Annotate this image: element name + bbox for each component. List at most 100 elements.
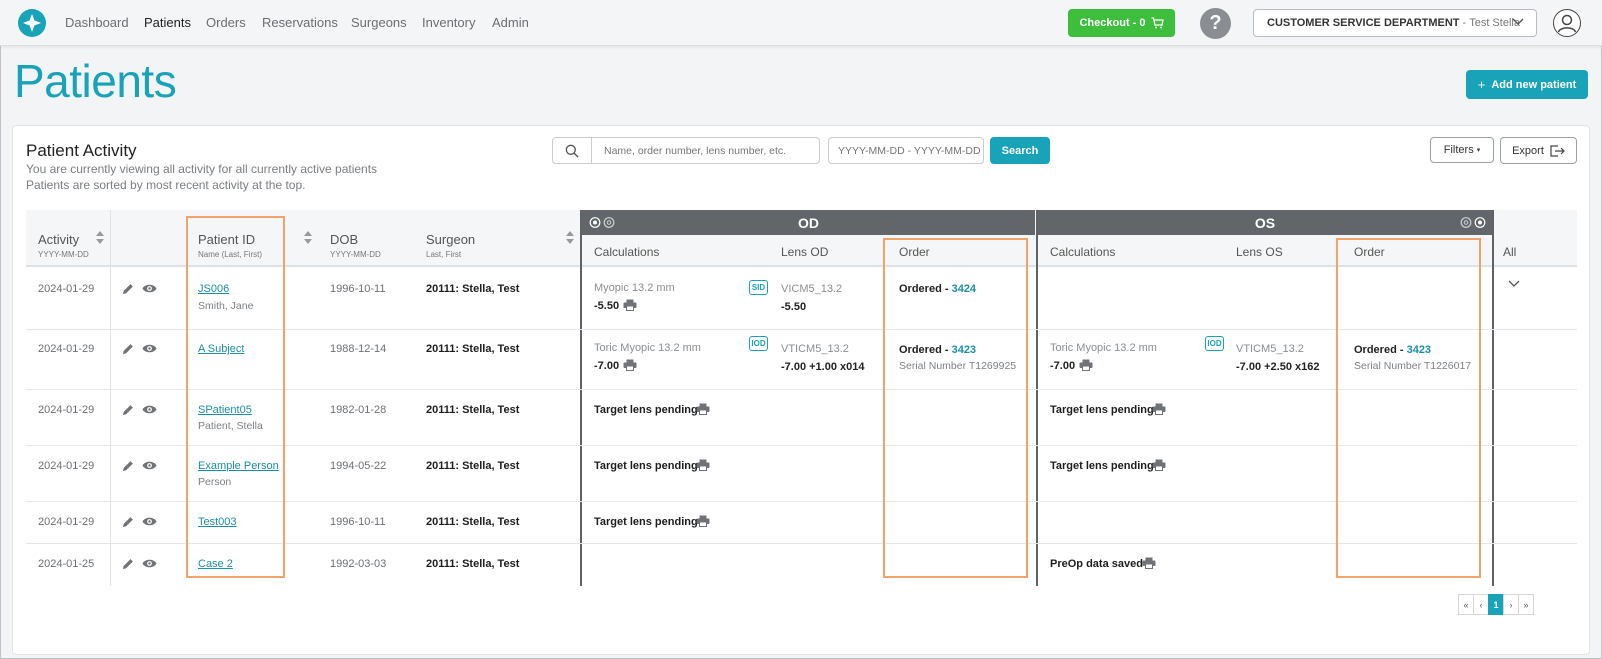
row-activity-date: 2024-01-29 xyxy=(38,404,95,416)
pencil-icon[interactable] xyxy=(122,460,134,472)
printer-icon[interactable] xyxy=(1152,403,1166,415)
od-order-number-link[interactable]: 3423 xyxy=(951,344,977,356)
od-band: OD xyxy=(582,210,1035,235)
search-icon[interactable] xyxy=(553,138,592,163)
pencil-icon[interactable] xyxy=(122,283,134,295)
view-eye-icon[interactable] xyxy=(142,283,157,294)
nav-inventory[interactable]: Inventory xyxy=(422,15,476,30)
view-eye-icon[interactable] xyxy=(142,460,157,471)
add-new-patient-button[interactable]: + Add new patient xyxy=(1466,70,1588,99)
search-input[interactable] xyxy=(592,138,819,163)
page-1-button[interactable]: 1 xyxy=(1488,594,1504,615)
patient-dob: 1992-03-03 xyxy=(330,558,387,570)
sort-icon[interactable] xyxy=(96,231,104,244)
printer-icon[interactable] xyxy=(623,299,637,311)
caret-down-icon: ▾ xyxy=(1476,147,1481,154)
printer-icon[interactable] xyxy=(696,459,710,471)
search-box xyxy=(552,137,820,164)
help-button[interactable]: ? xyxy=(1200,8,1231,39)
patient-surgeon: 20111: Stella, Test xyxy=(426,283,520,295)
header-patient-id[interactable]: Patient ID xyxy=(198,232,256,247)
nav-reservations[interactable]: Reservations xyxy=(262,15,338,30)
os-eye-icons xyxy=(1460,217,1486,228)
prev-page-button[interactable]: ‹ xyxy=(1473,594,1489,615)
header-surgeon[interactable]: Surgeon xyxy=(426,232,476,247)
nav-orders[interactable]: Orders xyxy=(206,15,246,30)
sort-icon[interactable] xyxy=(566,231,574,244)
department-name: CUSTOMER SERVICE DEPARTMENT xyxy=(1267,17,1460,29)
patient-id-link[interactable]: Case 2 xyxy=(198,558,233,570)
patient-dob: 1996-10-11 xyxy=(330,283,386,295)
od-lens-model: VTICM5_13.2 xyxy=(781,343,849,355)
od-lens-power: -5.50 xyxy=(781,301,807,313)
printer-icon[interactable] xyxy=(696,403,710,415)
filters-button[interactable]: Filters ▾ xyxy=(1430,137,1494,163)
header-dob-format: YYYY-MM-DD xyxy=(330,250,381,259)
header-patient-name-format: Name (Last, First) xyxy=(198,250,263,259)
patient-surgeon: 20111: Stella, Test xyxy=(426,404,520,416)
view-eye-icon[interactable] xyxy=(142,343,157,354)
od-order-status: Ordered - 3423 xyxy=(899,344,976,356)
department-select[interactable]: CUSTOMER SERVICE DEPARTMENT - Test Stell… xyxy=(1253,9,1537,37)
view-eye-icon[interactable] xyxy=(142,516,157,527)
next-page-button[interactable]: › xyxy=(1503,594,1519,615)
od-calculation-name: Toric Myopic 13.2 mm xyxy=(594,342,701,354)
checkout-label: Checkout - 0 xyxy=(1079,17,1146,29)
printer-icon[interactable] xyxy=(696,515,710,527)
header-activity[interactable]: Activity xyxy=(38,232,80,247)
od-divider xyxy=(580,210,582,586)
view-eye-icon[interactable] xyxy=(142,558,157,569)
os-order-label: Ordered - xyxy=(1354,344,1407,356)
patient-id-link[interactable]: Test003 xyxy=(198,516,237,528)
patient-dob: 1996-10-11 xyxy=(330,516,386,528)
cart-icon xyxy=(1151,17,1164,29)
printer-icon[interactable] xyxy=(1079,359,1093,371)
row-divider xyxy=(26,445,1577,446)
pencil-icon[interactable] xyxy=(122,516,134,528)
pencil-icon[interactable] xyxy=(122,404,134,416)
search-button[interactable]: Search xyxy=(990,137,1050,164)
patient-name: Patient, Stella xyxy=(198,420,263,432)
chevron-down-icon[interactable] xyxy=(1508,280,1520,288)
header-dob[interactable]: DOB xyxy=(330,232,359,247)
od-calculation-name: Myopic 13.2 mm xyxy=(594,282,675,294)
nav-surgeons[interactable]: Surgeons xyxy=(351,15,407,30)
pencil-icon[interactable] xyxy=(122,343,134,355)
nav-admin[interactable]: Admin xyxy=(492,15,529,30)
printer-icon[interactable] xyxy=(1142,557,1156,569)
patient-id-link[interactable]: SPatient05 xyxy=(198,404,252,416)
od-lens-model: VICM5_13.2 xyxy=(781,283,843,295)
export-icon xyxy=(1550,144,1565,157)
export-button[interactable]: Export xyxy=(1500,137,1577,164)
nav-patients[interactable]: Patients xyxy=(144,15,191,30)
os-status: Target lens pending xyxy=(1050,404,1154,416)
last-page-button[interactable]: » xyxy=(1518,594,1534,615)
patient-id-link[interactable]: Example Person xyxy=(198,460,279,472)
patient-surgeon: 20111: Stella, Test xyxy=(426,516,520,528)
row-activity-date: 2024-01-29 xyxy=(38,283,95,295)
date-range-input[interactable] xyxy=(828,137,984,164)
first-page-button[interactable]: « xyxy=(1458,594,1474,615)
user-avatar-icon[interactable] xyxy=(1553,9,1581,37)
sort-icon[interactable] xyxy=(304,231,312,244)
od-order-number-link[interactable]: 3424 xyxy=(951,283,977,295)
nav-dashboard[interactable]: Dashboard xyxy=(65,15,129,30)
patient-id-link[interactable]: JS006 xyxy=(198,283,230,295)
logo-icon[interactable] xyxy=(18,9,46,37)
checkout-button[interactable]: Checkout - 0 xyxy=(1068,9,1175,37)
od-order-status: Ordered - 3424 xyxy=(899,283,976,295)
activity-sort-note: Patients are sorted by most recent activ… xyxy=(26,178,306,192)
eye-outline-icon xyxy=(603,217,615,228)
printer-icon[interactable] xyxy=(1152,459,1166,471)
od-band-label: OD xyxy=(798,214,819,231)
activity-subtitle: You are currently viewing all activity f… xyxy=(26,162,378,176)
printer-icon[interactable] xyxy=(623,359,637,371)
od-status: Target lens pending xyxy=(594,404,698,416)
view-eye-icon[interactable] xyxy=(142,404,157,415)
os-order-number-link[interactable]: 3423 xyxy=(1406,344,1432,356)
chevron-down-icon xyxy=(1512,18,1524,25)
os-band: OS xyxy=(1038,210,1492,235)
patient-id-link[interactable]: A Subject xyxy=(198,343,245,355)
pencil-icon[interactable] xyxy=(122,558,134,570)
pagination: « ‹ 1 › » xyxy=(1458,594,1534,615)
